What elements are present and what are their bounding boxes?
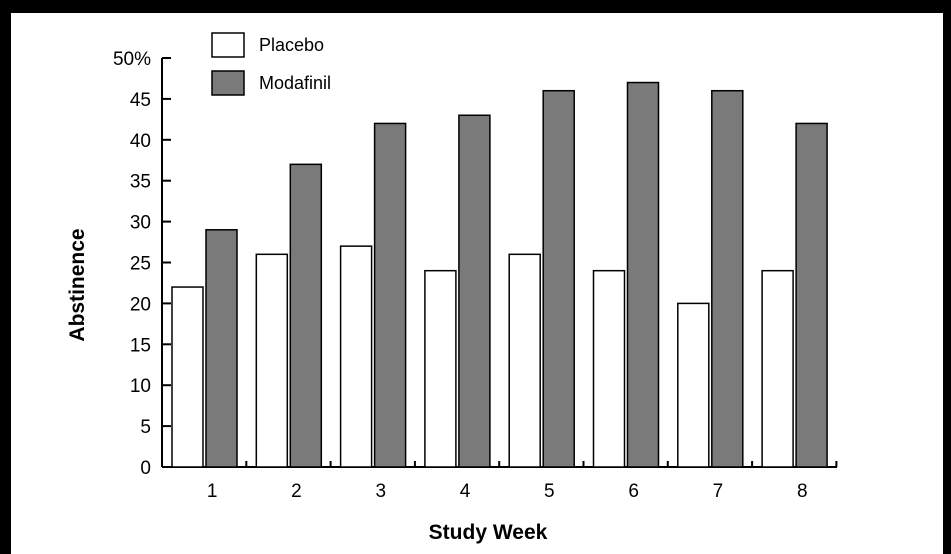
legend-swatch-modafinil (211, 70, 245, 96)
x-tick-label: 3 (375, 481, 386, 502)
bar-placebo-week-7 (677, 302, 710, 468)
x-tick-label: 2 (291, 481, 302, 502)
bars (171, 81, 828, 468)
bar-placebo-week-5 (508, 253, 541, 468)
y-tick-label: 5 (140, 417, 151, 438)
legend-swatch-placebo (211, 32, 245, 58)
x-tick-label: 1 (207, 481, 218, 502)
y-tick-label: 40 (130, 131, 151, 152)
x-tick-label: 6 (628, 481, 639, 502)
y-axis: 0 5 10 15 20 25 30 35 40 45 50% (113, 49, 171, 479)
x-tick-label: 8 (797, 481, 808, 502)
bar-modafinil-week-6 (626, 81, 660, 468)
bar-modafinil-week-2 (289, 163, 323, 468)
bar-placebo-week-4 (424, 269, 457, 468)
bar-modafinil-week-7 (711, 89, 744, 468)
y-tick-label: 25 (130, 254, 151, 275)
x-tick-label: 5 (544, 481, 555, 502)
y-tick-label: 20 (130, 294, 151, 315)
bar-modafinil-week-1 (205, 229, 238, 468)
legend-label-modafinil: Modafinil (259, 73, 331, 93)
bar-modafinil-week-5 (542, 89, 575, 468)
y-axis-title: Abstinence (66, 228, 89, 341)
bar-modafinil-week-3 (373, 122, 407, 468)
y-tick-label: 10 (130, 376, 151, 397)
y-tick-label: 35 (130, 172, 151, 193)
y-tick-label: 30 (130, 213, 151, 234)
legend-label-placebo: Placebo (259, 35, 324, 55)
y-tick-label: 45 (130, 90, 151, 111)
bar-modafinil-week-8 (795, 122, 828, 468)
y-tick-label: 15 (130, 335, 151, 356)
y-tick-label: 0 (140, 458, 151, 479)
x-axis-title: Study Week (429, 521, 548, 544)
x-tick-label: 4 (460, 481, 471, 502)
bar-placebo-week-2 (255, 253, 289, 468)
bar-placebo-week-3 (339, 245, 373, 468)
bar-placebo-week-8 (761, 269, 794, 468)
bar-modafinil-week-4 (458, 114, 491, 468)
bar-placebo-week-6 (592, 269, 626, 468)
chart-panel: Placebo Modafinil 0 5 10 15 20 25 30 35 40 45 50% 1… (11, 13, 943, 554)
y-tick-label: 50% (113, 49, 151, 70)
x-tick-label: 7 (713, 481, 724, 502)
bar-placebo-week-1 (171, 286, 204, 468)
legend: Placebo Modafinil (211, 32, 331, 96)
